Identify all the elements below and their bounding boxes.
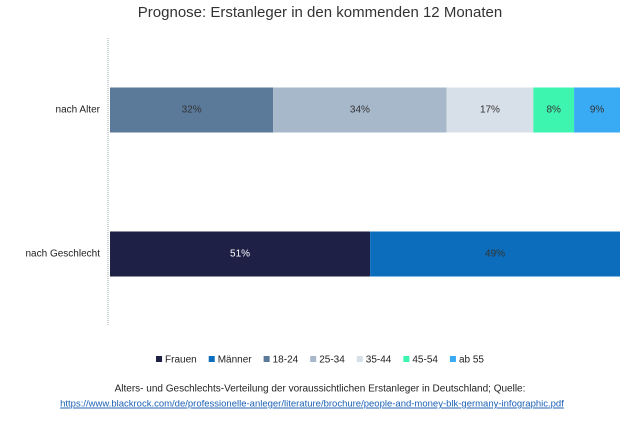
source-link[interactable]: https://www.blackrock.com/de/professione… — [60, 399, 564, 410]
data-label: 17% — [480, 105, 500, 116]
data-label: 49% — [485, 249, 505, 260]
bar-segment — [273, 87, 447, 133]
legend-swatch — [356, 356, 363, 362]
legend-label: 18-24 — [273, 355, 299, 366]
caption: Alters- und Geschlechts-Verteilung der v… — [115, 384, 526, 395]
legend-label: Frauen — [165, 355, 197, 366]
data-label: 34% — [350, 105, 370, 116]
y-tick-label: nach Alter — [56, 105, 101, 116]
legend-label: 25-34 — [319, 355, 345, 366]
bar-segment — [110, 87, 274, 133]
chart-title: Prognose: Erstanleger in den kommenden 1… — [138, 4, 502, 21]
bar-segment — [574, 87, 620, 133]
data-label: 51% — [230, 249, 250, 260]
bar-segment — [370, 231, 620, 277]
legend-swatch — [449, 356, 456, 362]
legend-swatch — [208, 356, 215, 362]
bar-segment — [110, 231, 371, 277]
legend-swatch — [403, 356, 410, 362]
legend-swatch — [310, 356, 317, 362]
legend-label: Männer — [218, 355, 253, 366]
legend-label: 35-44 — [366, 355, 392, 366]
data-label: 8% — [546, 105, 561, 116]
data-label: 32% — [182, 105, 202, 116]
legend-label: ab 55 — [459, 355, 484, 366]
legend-swatch — [263, 356, 270, 362]
legend-label: 45-54 — [412, 355, 438, 366]
bar-segment — [533, 87, 575, 133]
legend-swatch — [156, 356, 163, 362]
y-tick-label: nach Geschlecht — [26, 249, 101, 260]
data-label: 9% — [590, 105, 605, 116]
bar-segment — [446, 87, 534, 133]
